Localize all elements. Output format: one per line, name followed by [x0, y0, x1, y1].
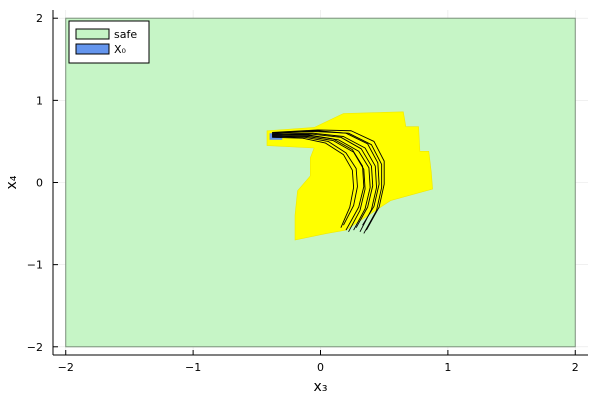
y-tick-label-0: −2 — [27, 341, 43, 354]
trajectory-3 — [272, 131, 383, 234]
legend-swatch-safe — [75, 28, 110, 40]
trajectory-9 — [272, 130, 380, 226]
trajectory-8 — [272, 136, 355, 228]
y-tick-label-4: 2 — [36, 12, 43, 25]
legend-label-x0: X₀ — [114, 43, 127, 56]
trajectory-5 — [272, 129, 385, 231]
x-tick-label-3: 1 — [444, 361, 451, 374]
x-tick-label-0: −2 — [58, 361, 74, 374]
trajectory-6 — [272, 135, 366, 232]
trajectory-2 — [272, 132, 377, 232]
trajectory-4 — [272, 136, 358, 226]
x-axis-label: x₃ — [314, 379, 328, 395]
x-tick-label-2: 0 — [317, 361, 324, 374]
y-tick-label-2: 0 — [36, 177, 43, 190]
trajectory-1 — [272, 135, 371, 231]
legend-swatch-x0 — [75, 43, 110, 55]
x-tick-label-4: 2 — [572, 361, 579, 374]
legend: safe X₀ — [68, 20, 150, 64]
legend-label-safe: safe — [114, 28, 137, 41]
trajectories — [272, 129, 385, 234]
trajectory-7 — [272, 133, 374, 228]
y-tick-label-1: −1 — [27, 259, 43, 272]
legend-box — [68, 20, 150, 64]
axis-ticks: −2 −1 0 1 2 −2 −1 0 1 2 — [27, 12, 579, 374]
reach-set-region — [266, 111, 433, 241]
reach-set-polygon — [266, 111, 433, 241]
x-tick-label-1: −1 — [185, 361, 201, 374]
y-tick-label-3: 1 — [36, 94, 43, 107]
y-axis-label: x₄ — [4, 175, 20, 189]
